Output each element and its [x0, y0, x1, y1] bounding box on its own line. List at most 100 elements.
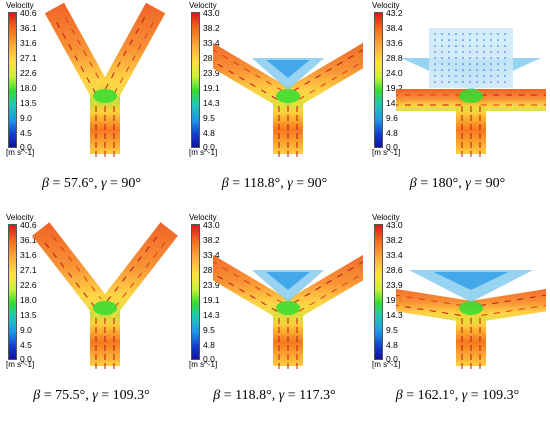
velocity-field	[44, 2, 166, 157]
gamma-symbol: γ	[287, 176, 293, 191]
gamma-value: 90°	[307, 176, 328, 191]
unit-label: [m s^-1]	[189, 360, 218, 369]
colorbar-tick: 28.6	[386, 265, 403, 275]
colorbar-tick: 0.0	[386, 142, 398, 152]
colorbar-tick: 43.0	[203, 8, 220, 18]
colorbar-tick: 14.3	[203, 98, 220, 108]
y-junction	[396, 270, 546, 369]
colorbar-tick: 38.2	[386, 235, 403, 245]
colorbar-title: Velocity	[372, 213, 400, 222]
colorbar-tick: 38.2	[203, 23, 220, 33]
colorbar-tick: 33.4	[386, 250, 403, 260]
colorbar-tick: 0.0	[20, 354, 32, 364]
beta-symbol: β	[213, 388, 221, 403]
colorbar-tick: 43.2	[386, 8, 403, 18]
colorbar-title: Velocity	[6, 213, 34, 222]
colorbar-tick: 33.6	[386, 38, 403, 48]
simulation-panel: Velocity 43.0 38.2 33.4 28.6 23.9 19.1 14.3 9.5 4…	[183, 212, 366, 424]
beta-symbol: β	[409, 176, 417, 191]
velocity-field	[396, 28, 546, 157]
colorbar-tick: 22.6	[20, 280, 37, 290]
colorbar-tick: 27.1	[20, 53, 37, 63]
colorbar-tick: 9.0	[20, 325, 32, 335]
colorbar-tick: 19.1	[203, 295, 220, 305]
gamma-symbol: γ	[465, 176, 471, 191]
gamma-value: 109.3°	[482, 388, 520, 403]
y-junction	[213, 42, 363, 157]
colorbar-tick: 0.0	[20, 142, 32, 152]
colorbar-tick: 14.3	[203, 310, 220, 320]
colorbar-tick: 24.0	[386, 68, 403, 78]
y-junction	[213, 254, 363, 369]
colorbar	[191, 12, 200, 148]
simulation-panel: Velocity 43.0 38.2 33.4 28.6 23.9 19.1 14.3 9.5 4…	[183, 0, 366, 212]
colorbar-tick: 23.9	[203, 68, 220, 78]
colorbar	[8, 12, 17, 148]
colorbar-tick: 33.4	[203, 250, 220, 260]
colorbar	[374, 12, 383, 148]
gamma-symbol: γ	[278, 388, 285, 403]
colorbar-tick: 40.6	[20, 8, 37, 18]
colorbar-tick: 19.1	[203, 83, 220, 93]
simulation-panel: Velocity 43.0 38.2 33.4 28.6 23.9 19.1 14.3 9.5 4…	[366, 212, 549, 424]
simulation-panel: Velocity 40.6 36.1 31.6 27.1 22.6 18.0 13.5 9.0 4…	[0, 212, 183, 424]
unit-label: [m s^-1]	[6, 360, 35, 369]
unit-label: [m s^-1]	[372, 148, 401, 157]
colorbar-tick: 4.8	[203, 128, 215, 138]
colorbar-tick: 43.0	[203, 220, 220, 230]
colorbar-tick: 18.0	[20, 83, 37, 93]
beta-value: 57.6°	[63, 176, 94, 191]
colorbar-tick: 14.4	[386, 98, 403, 108]
colorbar-tick: 28.6	[203, 53, 220, 63]
panel-caption: β = 162.1°, γ = 109.3°	[395, 388, 520, 403]
panel-caption: β = 118.8°, γ = 90°	[221, 176, 328, 191]
panel-caption: β = 118.8°, γ = 117.3°	[213, 388, 336, 403]
panel-caption: β = 57.6°, γ = 90°	[41, 176, 142, 191]
unit-label: [m s^-1]	[372, 360, 401, 369]
colorbar-tick: 4.8	[386, 340, 398, 350]
colorbar-tick: 4.5	[20, 128, 32, 138]
beta-value: 180°	[431, 176, 459, 191]
colorbar-title: Velocity	[6, 1, 34, 10]
colorbar-tick: 13.5	[20, 310, 37, 320]
colorbar-tick: 38.4	[386, 23, 403, 33]
gamma-symbol: γ	[100, 176, 107, 191]
colorbar-tick: 9.5	[386, 325, 398, 335]
colorbar-tick: 38.2	[203, 235, 220, 245]
colorbar-tick: 28.6	[203, 265, 220, 275]
colorbar-tick: 9.5	[203, 325, 215, 335]
colorbar-tick: 9.5	[203, 113, 215, 123]
beta-symbol: β	[221, 176, 229, 191]
colorbar-tick: 31.6	[20, 38, 37, 48]
velocity-field	[213, 254, 363, 369]
beta-value: 118.8°	[235, 388, 272, 403]
colorbar-tick: 4.5	[20, 340, 32, 350]
colorbar-title: Velocity	[372, 1, 400, 10]
colorbar-tick: 36.1	[20, 23, 37, 33]
colorbar-tick: 4.8	[386, 128, 398, 138]
colorbar-tick: 9.6	[386, 113, 398, 123]
colorbar-tick: 36.1	[20, 235, 37, 245]
colorbar-tick: 23.9	[203, 280, 220, 290]
colorbar-tick: 28.8	[386, 53, 403, 63]
colorbar-tick: 27.1	[20, 265, 37, 275]
colorbar-tick: 43.0	[386, 220, 403, 230]
colorbar-tick: 0.0	[386, 354, 398, 364]
beta-value: 162.1°	[417, 388, 455, 403]
colorbar	[191, 224, 200, 360]
unit-label: [m s^-1]	[189, 148, 218, 157]
colorbar-tick: 31.6	[20, 250, 37, 260]
colorbar-tick: 33.4	[203, 38, 220, 48]
colorbar-tick: 9.0	[20, 113, 32, 123]
gamma-value: 90°	[121, 176, 142, 191]
simulation-panel: Velocity 40.6 36.1 31.6 27.1 22.6 18.0 13.5 9.0 4…	[0, 0, 183, 212]
colorbar-tick: 4.8	[203, 340, 215, 350]
beta-value: 118.8°	[243, 176, 281, 191]
colorbar-tick: 18.0	[20, 295, 37, 305]
colorbar	[8, 224, 17, 360]
colorbar	[374, 224, 383, 360]
y-junction	[44, 2, 166, 157]
y-junction	[32, 222, 178, 369]
gamma-symbol: γ	[92, 388, 98, 403]
beta-value: 75.5°	[55, 388, 86, 403]
